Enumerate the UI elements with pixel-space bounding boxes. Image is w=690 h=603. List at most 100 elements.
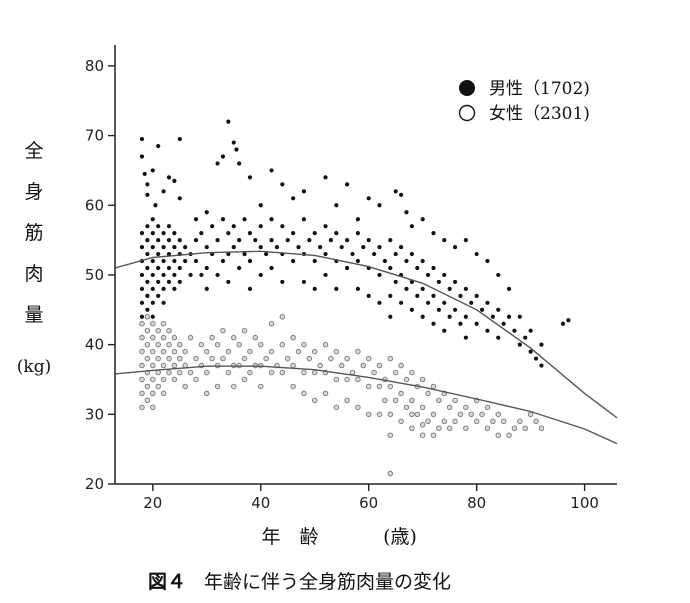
male-data-point [150,314,155,319]
male-data-point [142,171,147,177]
male-data-point [404,258,409,264]
female-data-point [376,411,383,418]
male-data-point [517,342,522,347]
male-data-point [425,300,431,305]
female-data-point [150,334,156,341]
male-data-point [566,318,571,323]
female-data-point [160,334,167,341]
female-data-point [430,411,437,418]
female-data-point [139,348,145,355]
axis-ticks: 20 30 40 50 60 70 80 20 40 60 80 100 [85,57,599,512]
male-data-point [415,265,420,271]
male-data-point [204,286,209,291]
male-data-point [139,136,145,142]
male-data-point [215,161,220,166]
male-data-point [145,192,150,197]
female-data-point [365,355,372,362]
female-data-point [371,369,377,376]
male-data-point [177,196,182,201]
female-data-point [150,320,156,327]
female-data-point [241,376,248,383]
female-data-point [414,411,421,418]
male-data-point [377,272,382,278]
male-data-point [161,258,166,264]
legend-label-male: 男性（1702) [489,79,590,99]
female-data-point [311,369,318,376]
female-data-point [263,355,269,362]
female-data-point [204,390,210,397]
female-data-point [452,397,458,404]
male-data-point [328,238,334,243]
male-data-point [485,258,490,264]
female-data-point [306,355,313,362]
female-data-point [322,341,329,348]
male-data-point [447,286,452,291]
female-data-point [506,432,512,438]
male-data-point [458,293,463,298]
legend-label-female: 女性（2301) [489,104,590,124]
male-data-point [345,238,350,243]
male-data-point [436,307,441,312]
male-data-point [388,293,393,298]
male-data-point [463,335,468,340]
male-data-point [247,175,253,180]
female-data-point [279,341,286,348]
male-data-point [291,258,296,264]
female-data-point [333,376,340,383]
male-data-point [560,321,566,326]
male-data-point [199,231,204,236]
female-data-point [333,404,340,411]
y-tick-label: 30 [85,405,104,423]
male-data-point [388,265,393,271]
male-data-point [425,272,431,278]
male-data-point [512,328,517,333]
male-data-point [210,224,215,229]
male-data-point [334,231,339,236]
male-data-point [139,286,145,291]
female-data-point [144,314,151,320]
male-data-point [517,314,522,319]
male-data-point [220,258,226,264]
female-data-point [333,348,340,355]
female-data-point [425,390,431,397]
male-data-point [226,279,231,285]
male-data-point [301,279,307,285]
female-data-point [279,369,286,376]
male-data-point [247,286,253,291]
male-data-point [393,189,398,194]
female-data-point [247,369,253,376]
female-data-point [187,369,194,376]
female-data-point [398,418,404,425]
y-tick-label: 40 [85,336,104,354]
male-data-point [398,192,404,197]
y-tick-label: 50 [85,266,104,284]
female-data-point [290,383,296,390]
female-data-point [171,376,178,383]
female-data-point [268,348,275,355]
male-data-point [442,272,447,278]
male-data-point [145,279,150,285]
female-data-point [479,411,485,418]
male-data-point [145,293,150,298]
female-data-point [392,397,399,404]
female-data-point [419,404,426,411]
x-tick-label: 100 [570,494,599,512]
female-data-point [155,341,161,348]
male-data-point [215,238,220,243]
male-data-point [420,217,425,222]
female-data-point [268,320,275,327]
female-data-point [144,327,151,334]
female-data-point [182,348,188,355]
male-data-point [231,140,236,145]
male-data-point [291,196,296,201]
female-data-point [220,355,226,362]
male-data-point [355,286,361,291]
male-data-point [442,238,447,243]
male-data-point [398,300,404,305]
female-data-point [311,397,318,404]
male-data-point [528,328,533,333]
male-data-point [366,238,371,243]
female-data-point [171,362,178,369]
male-data-point [452,244,458,250]
male-data-point [226,251,231,257]
